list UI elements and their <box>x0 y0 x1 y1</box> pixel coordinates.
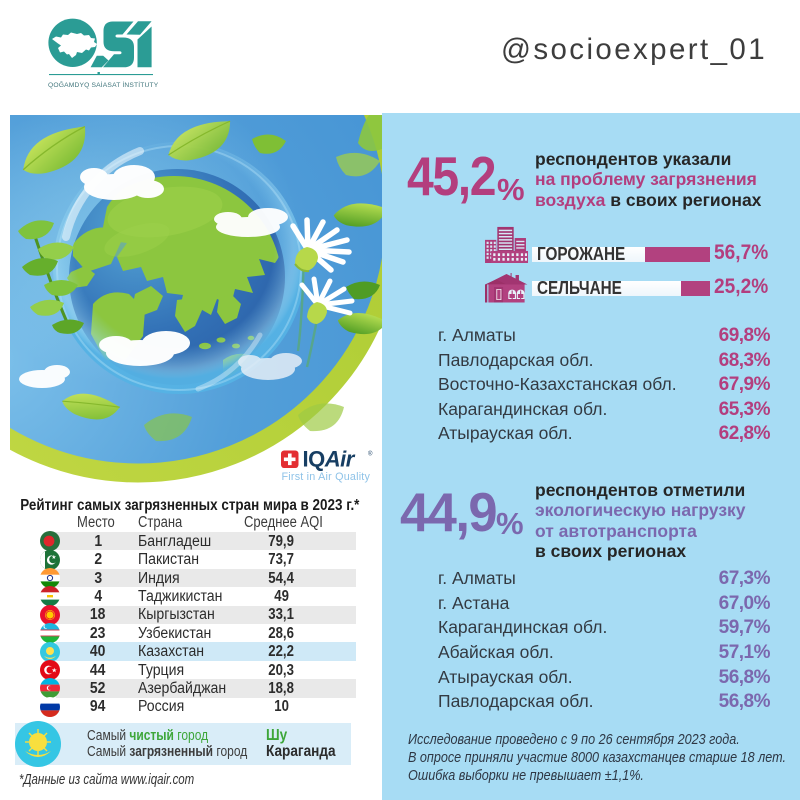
svg-text:®: ® <box>368 451 373 458</box>
svg-text:First in Air Quality: First in Air Quality <box>282 471 371 483</box>
svg-text:IQAir: IQAir <box>303 447 356 472</box>
svg-text:QOĞAMDYQ SAİASAT İNSTİTUTY: QOĞAMDYQ SAİASAT İNSTİTUTY <box>48 80 159 89</box>
